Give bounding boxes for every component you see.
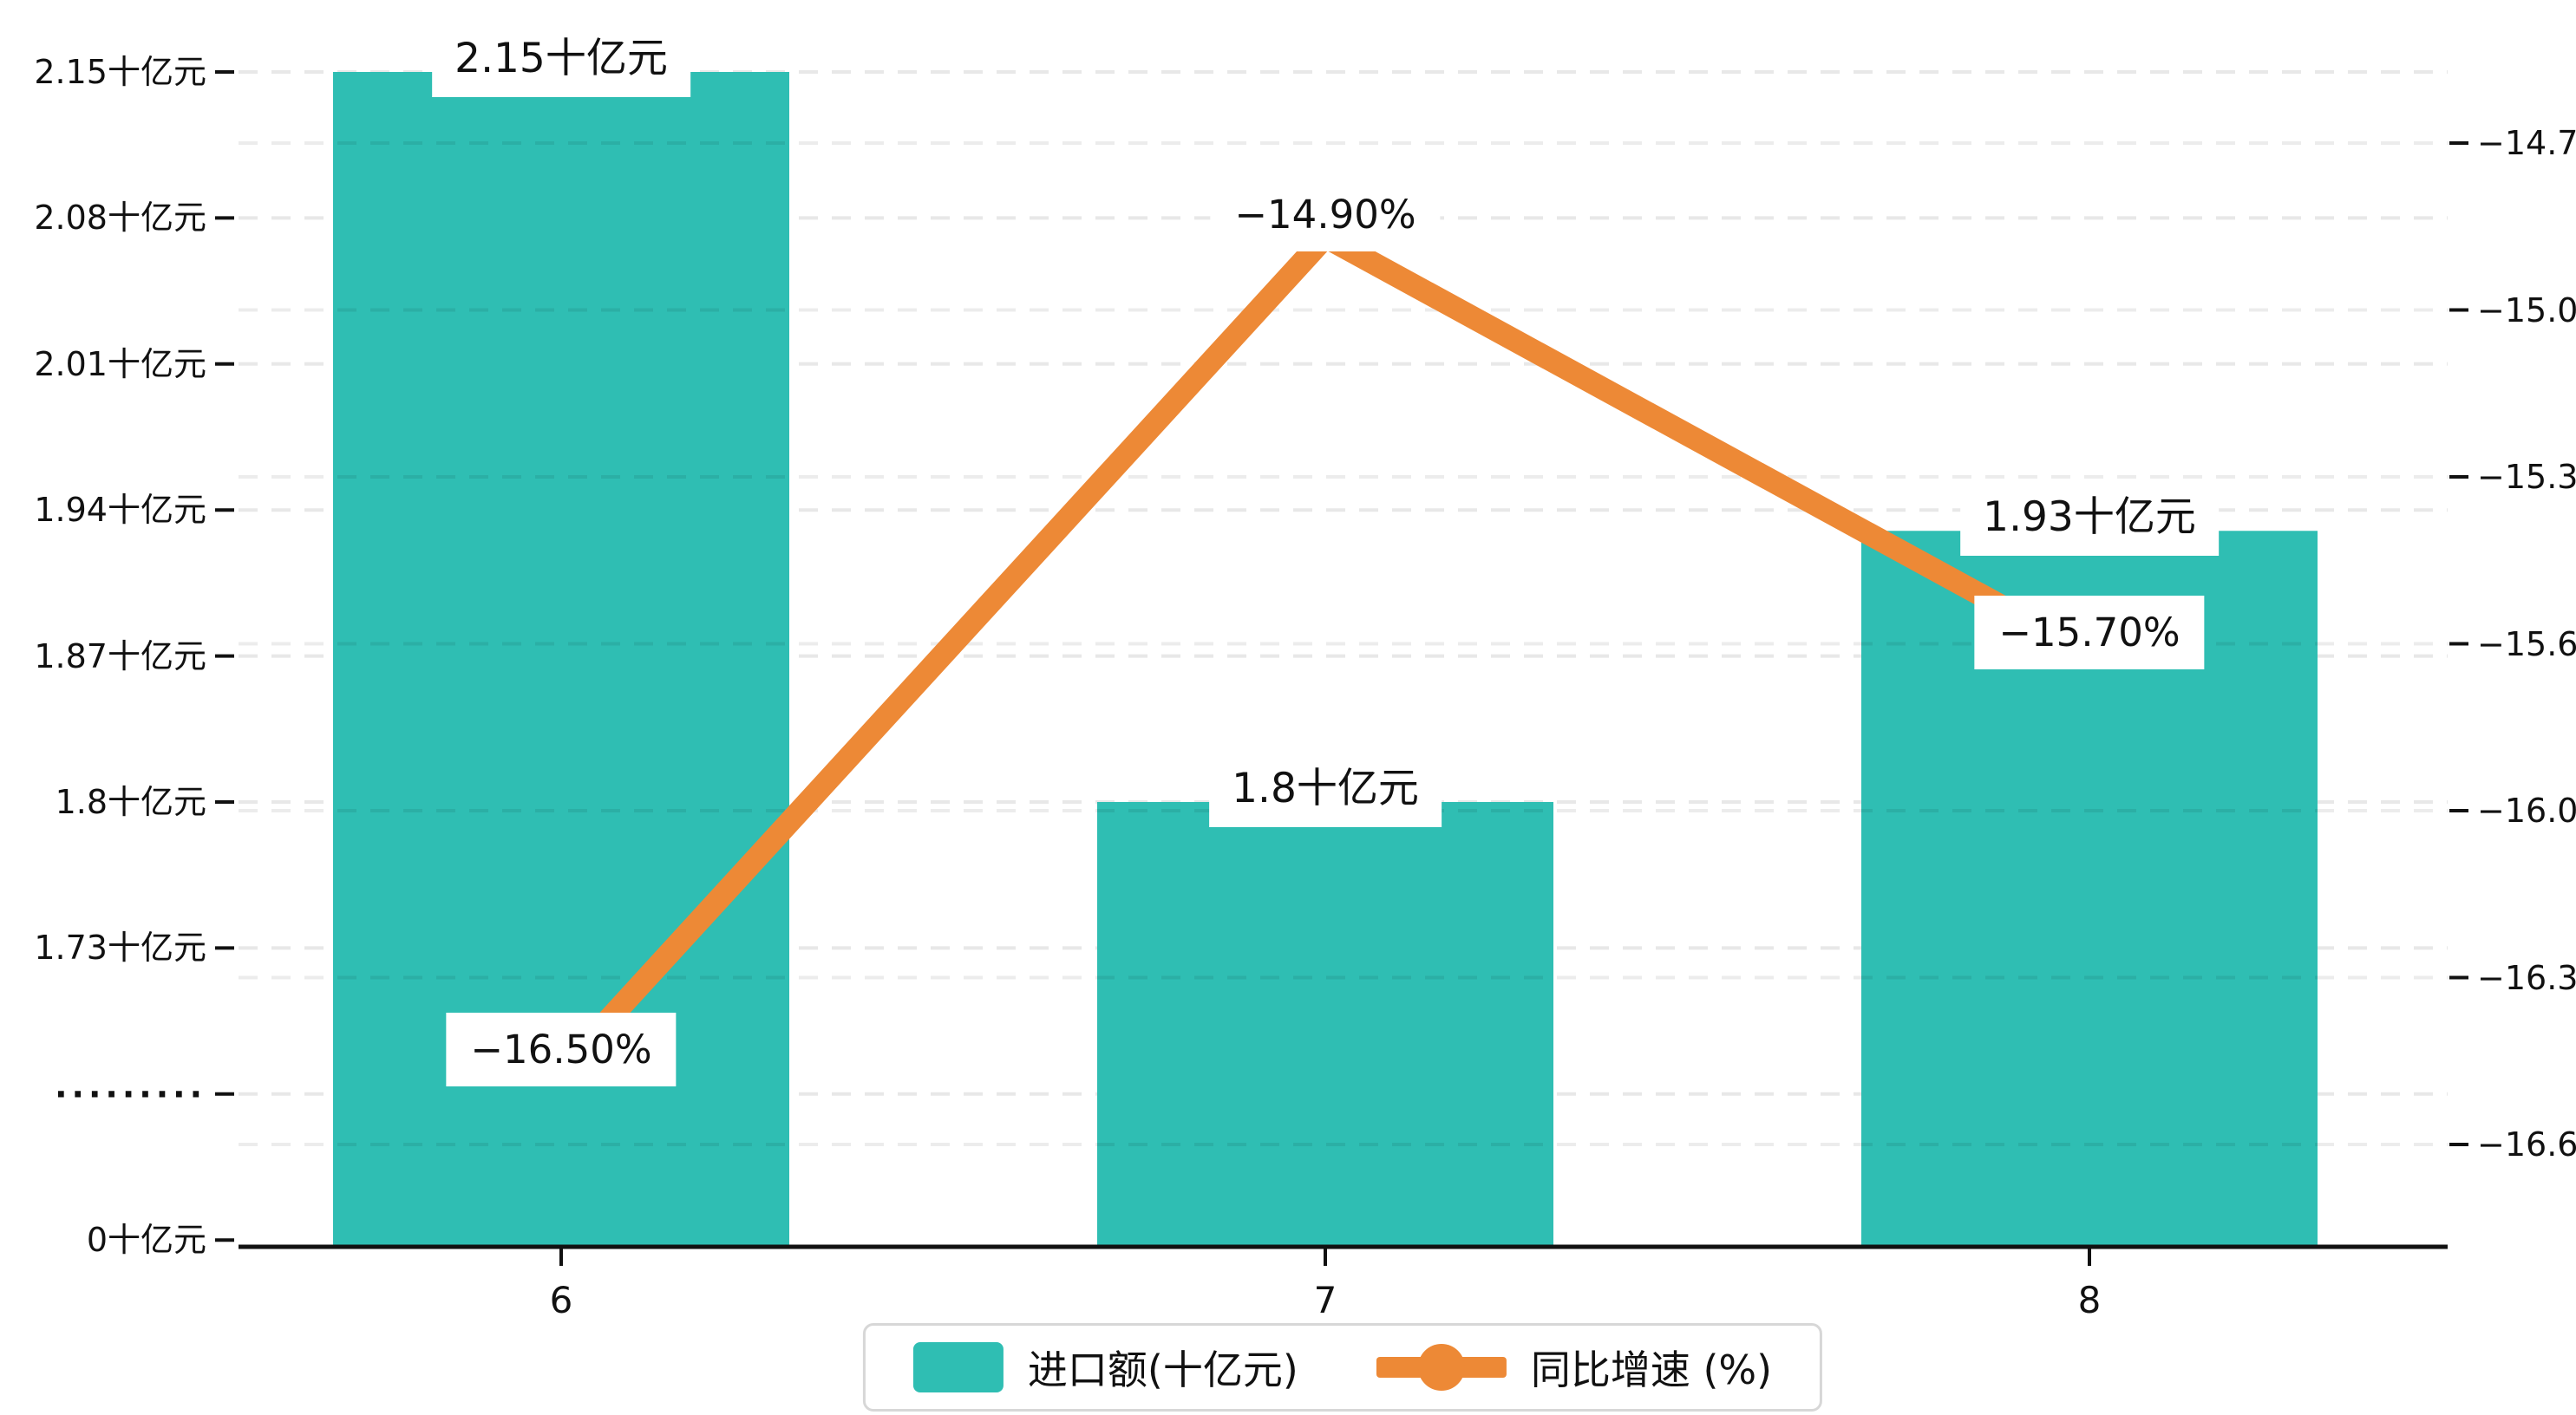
legend: 进口额(十亿元) 同比增速 (%) bbox=[862, 1323, 1823, 1412]
bar-8[interactable] bbox=[1861, 531, 2318, 1247]
legend-label-growth: 同比增速 (%) bbox=[1530, 1347, 1773, 1393]
legend-label-imports: 进口额(十亿元) bbox=[1027, 1347, 1298, 1393]
bar-series-swatch-icon bbox=[912, 1342, 1004, 1392]
legend-item-growth[interactable]: 同比增速 (%) bbox=[1376, 1339, 1772, 1396]
line-series-marker-icon bbox=[1376, 1342, 1507, 1392]
bar-7[interactable] bbox=[1097, 802, 1553, 1247]
line-marker-dot bbox=[1417, 1344, 1465, 1391]
legend-item-imports[interactable]: 进口额(十亿元) bbox=[912, 1339, 1298, 1396]
